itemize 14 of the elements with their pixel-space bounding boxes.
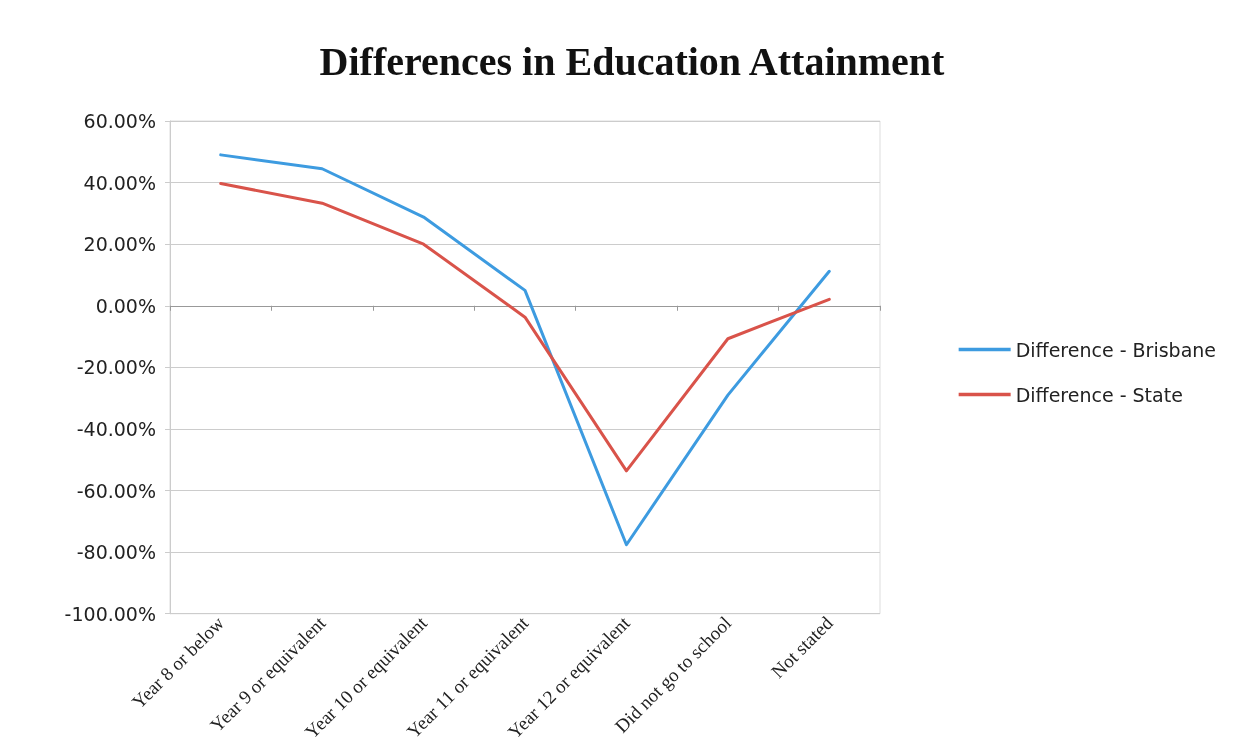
y-tick-label: -80.00% (76, 541, 156, 564)
y-tick-label: -100.00% (64, 602, 156, 625)
y-tick-label: 20.00% (83, 233, 156, 256)
y-tick-label: -20.00% (76, 356, 156, 379)
y-tick-label: 0.00% (95, 294, 156, 317)
y-tick-label: -60.00% (76, 479, 156, 502)
line-series (219, 153, 831, 547)
line-series (219, 182, 831, 473)
legend-label: Difference - State (1015, 383, 1183, 406)
legend-label: Difference - Brisbane (1015, 338, 1217, 361)
chart-title: Differences in Education Attainment (319, 38, 946, 84)
y-tick-label: 60.00% (83, 110, 156, 132)
y-tick-label: -40.00% (76, 417, 156, 440)
y-tick-label: 40.00% (83, 171, 156, 194)
